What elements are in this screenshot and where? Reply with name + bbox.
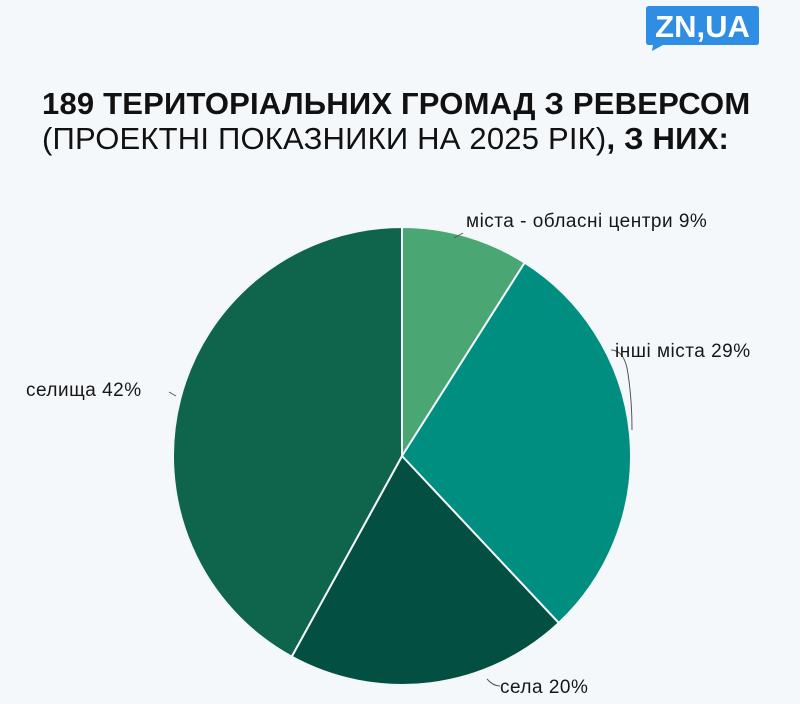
leader-line-regional-centers [453, 232, 464, 239]
zn-ua-logo: ZN,UA [646, 6, 759, 51]
slice-regional-centers [401, 225, 527, 460]
slice-label-settlements: селища 42% [26, 380, 142, 401]
chart-title: 189 ТЕРИТОРІАЛЬНИХ ГРОМАД З РЕВЕРСОМ (ПР… [42, 86, 762, 156]
slice-label-villages: села 20% [500, 677, 588, 698]
slice-other-cities [400, 261, 632, 625]
slice-label-other-cities: інші міста 29% [615, 341, 751, 362]
leader-line-villages [486, 678, 501, 687]
title-tail: , З НИХ: [606, 121, 729, 156]
leader-line-other-cities [610, 349, 633, 431]
title-subtitle: (ПРОЕКТНІ ПОКАЗНИКИ НА 2025 РІК) [42, 121, 607, 156]
leader-line-settlements [168, 391, 177, 397]
logo-text: ZN,UA [655, 9, 750, 44]
slice-villages [290, 454, 561, 686]
title-main: 189 ТЕРИТОРІАЛЬНИХ ГРОМАД З РЕВЕРСОМ [42, 86, 751, 121]
logo-badge [646, 6, 759, 51]
slice-settlements [172, 225, 403, 659]
slice-label-regional-centers: міста - обласні центри 9% [466, 211, 707, 232]
